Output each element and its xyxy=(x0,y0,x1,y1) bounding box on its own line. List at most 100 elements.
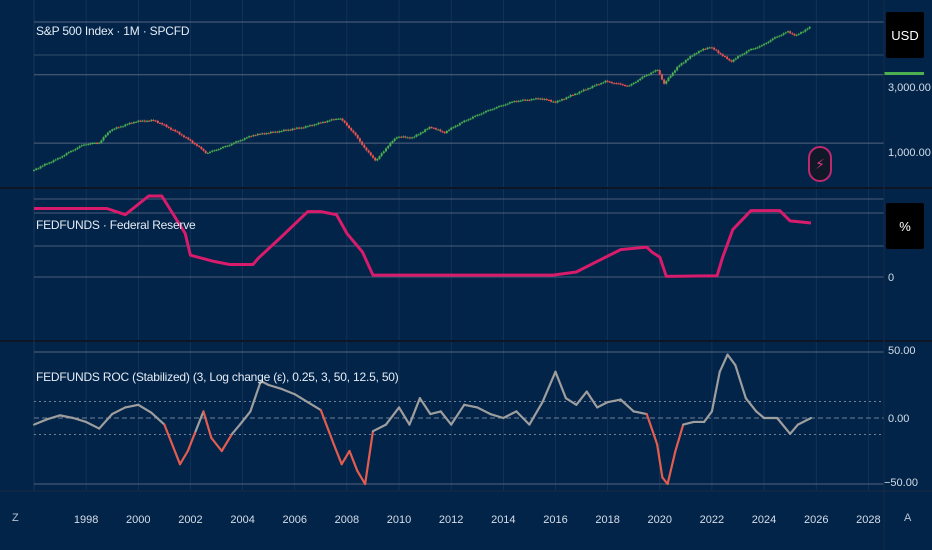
candle-body xyxy=(361,141,364,145)
candle-body xyxy=(465,120,468,122)
candle-body xyxy=(232,142,235,144)
candle-body xyxy=(567,96,570,98)
x-tick-label: 2008 xyxy=(334,514,360,526)
candle-body xyxy=(324,121,327,123)
roc-segment xyxy=(606,398,622,404)
candle-body xyxy=(613,83,616,85)
candle-body xyxy=(448,129,451,131)
candle-body xyxy=(732,59,735,62)
candle-body xyxy=(437,129,440,131)
candle-body xyxy=(658,70,661,75)
auto-scale-button[interactable]: A xyxy=(904,512,912,524)
fed-unit-button[interactable]: % xyxy=(886,203,924,249)
roc-segment xyxy=(194,410,205,433)
candle-body xyxy=(728,58,731,61)
candle-body xyxy=(713,47,716,50)
candle-body xyxy=(78,146,81,148)
lightning-icon[interactable]: ⚡ xyxy=(808,146,832,182)
candle-body xyxy=(115,127,118,129)
candle-body xyxy=(569,94,572,97)
roc-segment xyxy=(220,432,234,453)
candle-body xyxy=(156,120,159,123)
candle-body xyxy=(378,156,381,159)
candle-body xyxy=(289,129,292,131)
candle-body xyxy=(80,145,83,147)
candle-body xyxy=(543,98,546,100)
roc-segment xyxy=(259,379,270,387)
candle-body xyxy=(150,119,153,122)
candle-body xyxy=(504,104,507,106)
candle-body xyxy=(91,143,94,145)
price-level-marker xyxy=(884,72,924,75)
candle-body xyxy=(780,34,783,36)
candle-body xyxy=(450,127,453,130)
candle-body xyxy=(456,125,459,127)
candle-body xyxy=(206,152,209,154)
roc-segment xyxy=(502,410,518,420)
candle-body xyxy=(104,135,107,138)
candle-body xyxy=(689,56,692,59)
price-unit-button[interactable]: USD xyxy=(886,12,924,58)
roc-segment xyxy=(137,403,153,414)
candle-body xyxy=(574,93,577,95)
candle-body xyxy=(335,118,338,120)
candle-body xyxy=(684,60,687,63)
candle-body xyxy=(560,99,563,101)
candle-body xyxy=(424,129,427,132)
candle-body xyxy=(428,127,431,129)
candle-body xyxy=(39,166,42,169)
candle-body xyxy=(135,121,138,123)
roc-segment xyxy=(463,403,479,409)
candle-body xyxy=(202,148,205,151)
candle-body xyxy=(46,163,49,165)
candle-body xyxy=(430,127,433,129)
price-tick-1000: 1,000.00 xyxy=(888,147,931,159)
candle-body xyxy=(808,26,811,29)
candle-body xyxy=(745,51,748,54)
candle-body xyxy=(287,129,290,131)
roc-segment xyxy=(585,390,599,409)
candle-body xyxy=(484,111,487,113)
candle-body xyxy=(697,51,700,54)
candle-body xyxy=(591,86,594,88)
zoom-reset-button[interactable]: Z xyxy=(12,512,19,524)
candle-body xyxy=(491,109,494,111)
roc-segment xyxy=(364,430,375,486)
candle-body xyxy=(176,131,179,133)
candle-body xyxy=(626,85,629,87)
candle-body xyxy=(654,70,657,72)
roc-segment xyxy=(656,443,664,479)
x-tick-label: 2014 xyxy=(491,514,516,526)
roc-segment xyxy=(418,397,432,416)
candle-body xyxy=(128,122,131,125)
candle-body xyxy=(641,76,644,79)
candle-body xyxy=(736,56,739,59)
roc-segment xyxy=(619,398,635,413)
candle-body xyxy=(69,150,72,153)
candle-body xyxy=(552,101,555,103)
roc-segment xyxy=(238,410,252,426)
x-tick-label: 2012 xyxy=(438,514,464,526)
candle-body xyxy=(282,129,285,132)
candle-body xyxy=(621,84,624,86)
candle-body xyxy=(419,132,422,135)
candle-body xyxy=(584,89,587,91)
candle-body xyxy=(195,144,198,146)
fedfunds-series xyxy=(34,194,812,278)
candle-body xyxy=(191,140,194,144)
candle-body xyxy=(804,29,807,32)
candle-body xyxy=(608,81,611,83)
roc-segment xyxy=(45,414,62,421)
roc-segment xyxy=(306,401,322,412)
candle-body xyxy=(59,157,62,159)
candle-body xyxy=(513,101,516,103)
candle-body xyxy=(476,114,479,116)
candle-body xyxy=(773,37,776,39)
candle-body xyxy=(426,128,429,130)
candle-body xyxy=(224,146,227,148)
x-tick-label: 2024 xyxy=(751,514,777,526)
roc-series xyxy=(32,353,813,486)
candle-body xyxy=(439,129,442,132)
